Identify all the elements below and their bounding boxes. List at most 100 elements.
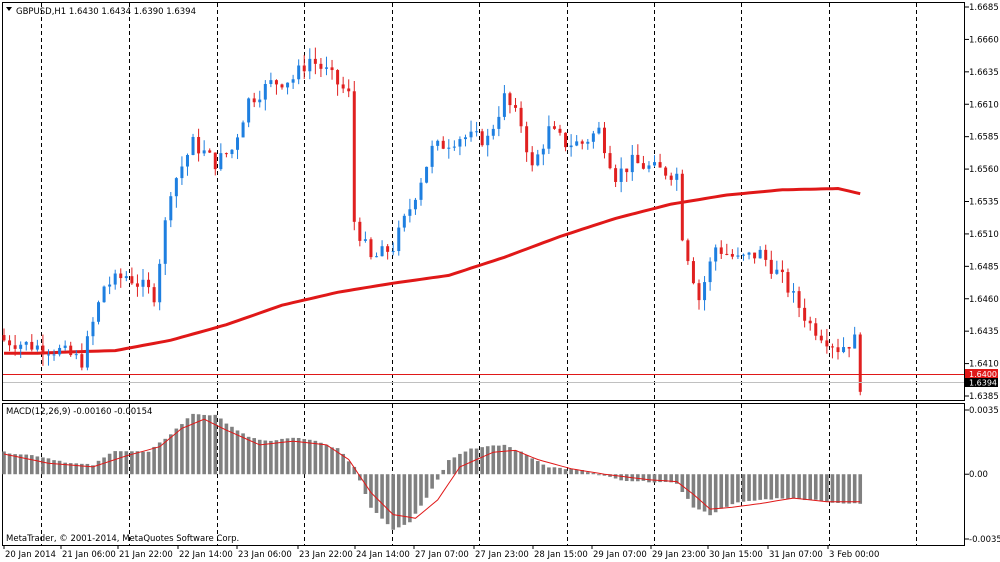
bull-candle bbox=[185, 154, 189, 167]
bull-candle bbox=[263, 84, 267, 100]
bull-candle bbox=[180, 166, 184, 179]
time-tick-label: 24 Jan 14:00 bbox=[356, 550, 410, 560]
macd-bar bbox=[491, 445, 496, 475]
bull-candle bbox=[436, 140, 440, 146]
bull-candle bbox=[741, 254, 745, 256]
bear-candle bbox=[347, 88, 351, 92]
macd-bar bbox=[141, 451, 145, 475]
macd-bar bbox=[752, 474, 757, 501]
macd-bar bbox=[52, 460, 56, 475]
macd-bar bbox=[13, 454, 17, 475]
bull-candle bbox=[447, 147, 451, 149]
bull-candle bbox=[19, 344, 23, 349]
bear-candle bbox=[680, 173, 684, 241]
bull-candle bbox=[469, 131, 473, 138]
time-tick-label: 29 Jan 23:00 bbox=[652, 550, 706, 560]
macd-bar bbox=[269, 440, 273, 475]
bull-candle bbox=[52, 354, 56, 356]
macd-bar bbox=[786, 474, 790, 499]
macd-bar bbox=[135, 451, 140, 475]
bull-candle bbox=[402, 215, 406, 228]
header-arrow-icon bbox=[6, 7, 12, 11]
price-tick-label: 1.6560 bbox=[969, 165, 999, 175]
bull-candle bbox=[408, 209, 412, 216]
macd-bar bbox=[586, 472, 590, 475]
macd-bar bbox=[636, 474, 640, 482]
bull-candle bbox=[536, 154, 540, 166]
macd-bar bbox=[741, 474, 746, 502]
macd-bar bbox=[285, 438, 290, 475]
bear-candle bbox=[30, 341, 34, 350]
current-price-label: 1.6394 bbox=[969, 379, 997, 388]
bull-candle bbox=[297, 65, 301, 80]
bear-candle bbox=[336, 70, 340, 85]
macd-bar bbox=[697, 474, 701, 510]
bear-candle bbox=[780, 269, 784, 273]
bear-candle bbox=[525, 126, 529, 153]
macd-bar bbox=[152, 446, 156, 475]
macd-bar bbox=[686, 474, 690, 499]
bear-candle bbox=[313, 58, 317, 64]
bear-candle bbox=[580, 141, 584, 144]
bull-candle bbox=[569, 145, 573, 148]
price-tick-label: 1.6410 bbox=[969, 360, 999, 370]
macd-bar bbox=[469, 448, 473, 475]
macd-bar bbox=[769, 474, 774, 500]
macd-bar bbox=[569, 468, 573, 475]
time-tick-label: 23 Jan 06:00 bbox=[238, 550, 292, 560]
macd-bar bbox=[96, 460, 101, 475]
macd-bar bbox=[680, 474, 685, 493]
macd-bar bbox=[369, 474, 373, 508]
bear-candle bbox=[2, 335, 6, 341]
current-price-red-label: 1.6400 bbox=[969, 370, 997, 379]
macd-bar bbox=[24, 454, 29, 475]
macd-bar bbox=[485, 446, 490, 475]
bull-candle bbox=[391, 251, 395, 253]
bear-candle bbox=[658, 162, 662, 168]
bear-candle bbox=[358, 221, 362, 241]
macd-bar bbox=[308, 439, 312, 475]
bear-candle bbox=[369, 239, 373, 258]
bull-candle bbox=[291, 79, 295, 83]
macd-bar bbox=[463, 451, 468, 475]
macd-bar bbox=[819, 474, 824, 502]
macd-bar bbox=[91, 465, 95, 475]
macd-bar bbox=[107, 453, 112, 475]
bear-candle bbox=[769, 259, 773, 274]
bull-candle bbox=[363, 239, 367, 241]
macd-bar bbox=[74, 463, 79, 475]
bull-candle bbox=[236, 137, 240, 150]
macd-bar bbox=[130, 451, 134, 475]
price-chart-frame[interactable] bbox=[2, 2, 965, 401]
macd-bar bbox=[252, 438, 256, 475]
bear-candle bbox=[13, 345, 17, 349]
time-tick-label: 31 Jan 07:00 bbox=[769, 550, 823, 560]
macd-bar bbox=[352, 466, 357, 475]
macd-bar bbox=[246, 436, 251, 475]
macd-bar bbox=[63, 462, 67, 475]
macd-signal-path bbox=[3, 418, 861, 519]
bear-candle bbox=[786, 272, 790, 293]
macd-bar bbox=[841, 474, 846, 504]
bear-candle bbox=[764, 249, 768, 260]
bull-candle bbox=[124, 276, 128, 279]
bull-candle bbox=[35, 345, 39, 350]
macd-bar bbox=[224, 423, 229, 475]
macd-bar bbox=[402, 474, 407, 525]
macd-bar bbox=[408, 474, 412, 523]
price-tick-label: 1.6610 bbox=[969, 100, 999, 110]
bear-candle bbox=[725, 253, 729, 255]
macd-bar bbox=[68, 463, 73, 475]
macd-bar bbox=[558, 467, 562, 475]
macd-bar bbox=[791, 474, 796, 499]
macd-bar bbox=[580, 470, 585, 475]
bear-candle bbox=[224, 153, 228, 155]
macd-bar bbox=[547, 467, 551, 475]
bull-candle bbox=[63, 345, 67, 348]
macd-bar bbox=[597, 474, 601, 476]
bull-candle bbox=[586, 141, 590, 144]
macd-bar bbox=[797, 474, 801, 499]
bear-candle bbox=[608, 153, 612, 169]
bear-candle bbox=[686, 240, 690, 262]
